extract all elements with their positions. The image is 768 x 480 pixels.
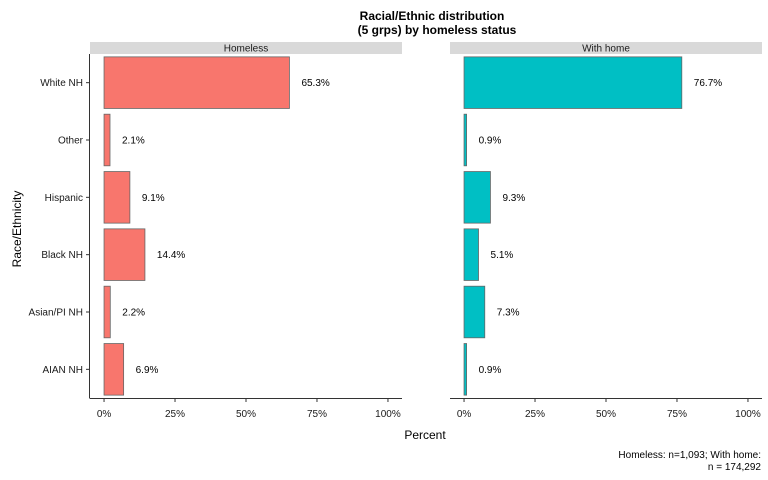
bar: [103, 171, 131, 224]
data-label: 6.9%: [136, 365, 159, 376]
x-tick-label: 25%: [165, 409, 185, 420]
chart-title-line-2: (5 grps) by homeless status: [358, 23, 517, 37]
y-tick-label: Other: [58, 136, 84, 147]
x-tick-label: 0%: [457, 409, 472, 420]
y-tick-label: Asian/PI NH: [29, 308, 83, 319]
x-tick-label: 75%: [307, 409, 327, 420]
x-tick-label: 50%: [236, 409, 256, 420]
y-tick-label: Hispanic: [45, 193, 83, 204]
x-tick-label: 50%: [596, 409, 616, 420]
chart-title-line-1: Racial/Ethnic distribution: [360, 9, 505, 23]
bar: [103, 113, 111, 167]
bar: [103, 56, 290, 109]
bar: [463, 113, 467, 167]
y-tick-label: Black NH: [41, 250, 83, 261]
bar: [103, 228, 146, 281]
y-tick-label: AIAN NH: [42, 365, 83, 376]
bar: [103, 285, 111, 339]
x-axis-title: Percent: [404, 428, 446, 442]
caption-line-2: n = 174,292: [708, 462, 762, 473]
bar: [463, 171, 491, 224]
data-label: 65.3%: [301, 78, 329, 89]
data-label: 2.2%: [122, 308, 145, 319]
bar: [463, 56, 683, 109]
panel-strip-label: With home: [582, 44, 630, 55]
data-label: 0.9%: [479, 365, 502, 376]
x-tick-label: 100%: [375, 409, 401, 420]
panel-strip: [90, 42, 402, 54]
x-tick-label: 100%: [735, 409, 761, 420]
bar: [103, 343, 125, 396]
x-tick-label: 75%: [667, 409, 687, 420]
bar: [463, 228, 479, 281]
y-axis-title: Race/Ethnicity: [10, 191, 24, 268]
data-label: 9.3%: [502, 193, 525, 204]
data-label: 0.9%: [479, 136, 502, 147]
data-label: 2.1%: [122, 136, 145, 147]
data-label: 7.3%: [497, 308, 520, 319]
panel-strip: [450, 42, 762, 54]
x-tick-label: 0%: [97, 409, 112, 420]
data-label: 14.4%: [157, 250, 185, 261]
caption-line-1: Homeless: n=1,093; With home:: [618, 450, 761, 461]
x-tick-label: 25%: [525, 409, 545, 420]
panel-strip-label: Homeless: [224, 44, 268, 55]
data-label: 5.1%: [491, 250, 514, 261]
bar: [463, 285, 486, 339]
data-label: 76.7%: [694, 78, 722, 89]
bar: [463, 343, 467, 396]
data-label: 9.1%: [142, 193, 165, 204]
y-tick-label: White NH: [40, 78, 83, 89]
